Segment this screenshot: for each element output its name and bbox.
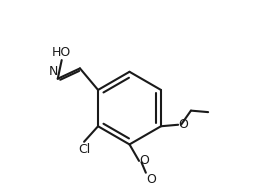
Text: N: N bbox=[49, 65, 58, 78]
Text: O: O bbox=[139, 154, 149, 167]
Text: Cl: Cl bbox=[78, 143, 91, 156]
Text: HO: HO bbox=[51, 46, 71, 59]
Text: O: O bbox=[179, 118, 189, 131]
Text: O: O bbox=[146, 173, 156, 186]
